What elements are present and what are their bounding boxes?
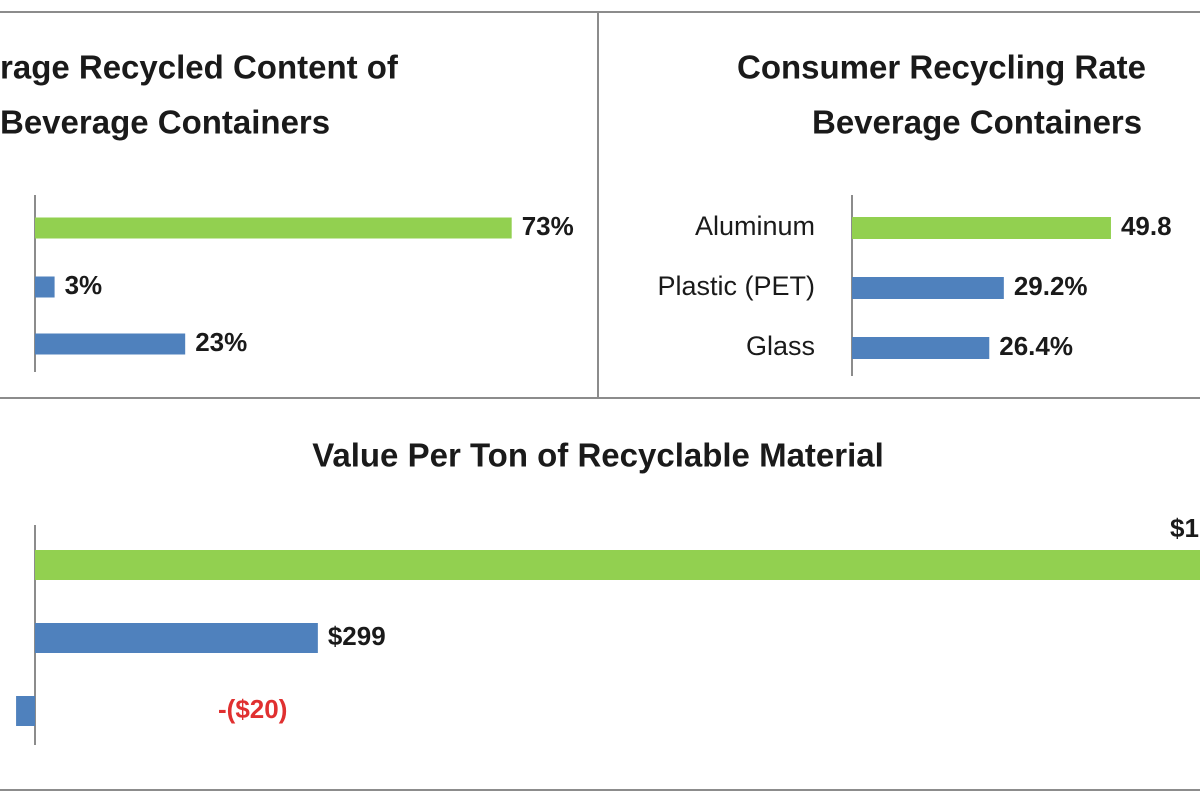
chart-title: rage Recycled Content of (0, 49, 399, 86)
value-label: 23% (195, 327, 247, 357)
bar (16, 696, 35, 726)
bar (35, 623, 318, 653)
value-label: 49.8 (1121, 211, 1172, 241)
category-label: Plastic (PET) (657, 271, 815, 301)
chart-title: Beverage Containers (0, 104, 330, 141)
panel-frame (0, 397, 1200, 791)
value-label: $1,3 (1170, 513, 1200, 543)
value-label: $299 (328, 621, 386, 651)
bar (852, 217, 1111, 239)
value-label: 73% (522, 211, 574, 241)
value-label: -($20) (218, 694, 287, 724)
bar (35, 333, 186, 355)
chart-title: Value Per Ton of Recyclable Material (312, 437, 884, 474)
value-label: 26.4% (999, 331, 1073, 361)
bar (35, 276, 55, 298)
bar (35, 550, 1200, 580)
bar (852, 277, 1004, 299)
bar (35, 217, 512, 239)
chart-title: Beverage Containers (812, 104, 1142, 141)
category-label: Glass (746, 331, 815, 361)
bar (852, 337, 990, 359)
category-label: Aluminum (695, 211, 815, 241)
chart-title: Consumer Recycling Rate (737, 49, 1146, 86)
value-label: 29.2% (1014, 271, 1088, 301)
value-label: 3% (65, 270, 103, 300)
